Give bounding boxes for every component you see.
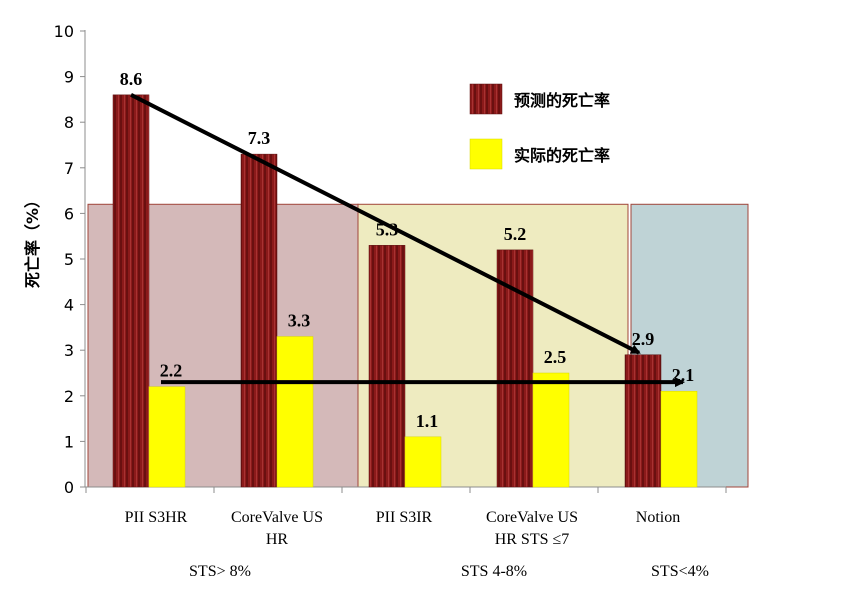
data-label: 2.2: [160, 361, 183, 381]
bar-predicted: [368, 245, 406, 488]
data-label: 7.3: [248, 128, 271, 148]
y-tick-label: 3: [64, 341, 74, 360]
bar-actual: [276, 336, 314, 488]
legend-swatch-actual: [469, 138, 503, 170]
x-tick-label: HR STS ≤7: [495, 531, 570, 548]
y-tick-label: 0: [64, 478, 74, 497]
data-label: 5.3: [376, 219, 399, 239]
bar-predicted: [624, 354, 662, 488]
data-label: 2.5: [544, 347, 567, 367]
x-tick-label: Notion: [636, 509, 680, 526]
y-axis-label: 死亡率（%）: [23, 192, 42, 288]
y-tick-label: 7: [64, 159, 74, 178]
x-tick-label: CoreValve US: [486, 509, 578, 526]
y-tick-label: 6: [64, 204, 74, 223]
legend-label-predicted: 预测的死亡率: [514, 91, 610, 110]
trend-arrow-predicted: [130, 93, 641, 355]
bar-actual: [148, 386, 186, 488]
y-tick-label: 4: [64, 296, 74, 315]
bar-predicted: [112, 94, 150, 488]
bar-actual: [660, 390, 698, 488]
y-tick-label: 5: [64, 250, 74, 269]
x-tick-label: PII S3HR: [125, 509, 188, 526]
y-tick-label: 1: [64, 432, 74, 451]
x-tick-label: HR: [266, 531, 289, 548]
data-label: 5.2: [504, 224, 527, 244]
data-label: 3.3: [288, 311, 311, 331]
group-label: STS<4%: [651, 563, 709, 580]
y-tick-label: 9: [64, 68, 74, 87]
bar-actual: [532, 372, 570, 488]
bar-predicted: [240, 153, 278, 488]
group-label: STS 4-8%: [461, 563, 527, 580]
group-label: STS> 8%: [189, 563, 251, 580]
legend-swatch-predicted: [469, 83, 503, 115]
data-label: 2.9: [632, 329, 655, 349]
y-tick-label: 2: [64, 387, 74, 406]
y-tick-label: 10: [54, 22, 74, 41]
data-label: 1.1: [416, 411, 439, 431]
legend-label-actual: 实际的死亡率: [514, 146, 610, 165]
x-tick-label: PII S3IR: [376, 509, 433, 526]
data-label: 8.6: [120, 69, 143, 89]
bar-actual: [404, 436, 442, 488]
x-tick-label: CoreValve US: [231, 509, 323, 526]
y-tick-label: 8: [64, 113, 74, 132]
